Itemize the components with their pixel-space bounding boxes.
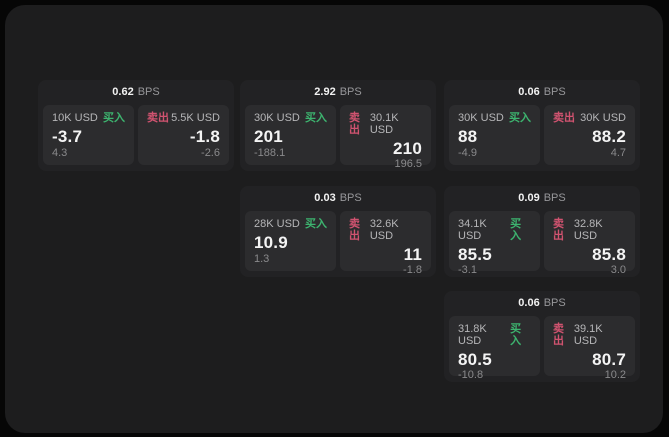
buy-notional: 30K USD: [254, 112, 300, 124]
buy-price: 10.9: [254, 233, 288, 252]
sell-side-label: 卖出: [349, 112, 360, 136]
buy-side-label: 买入: [509, 112, 531, 124]
sell-tile[interactable]: 卖出 39.1K USD 80.7 10.2: [544, 316, 635, 381]
quote-card-6: 0.06 BPS 31.8K USD 买入 80.5 -10.8 卖出 39.1…: [444, 291, 640, 382]
sell-delta: 4.7: [610, 147, 626, 159]
bps-unit-label: BPS: [339, 86, 362, 98]
bps-unit-label: BPS: [543, 86, 566, 98]
buy-delta: -4.9: [458, 147, 477, 159]
bps-value: 0.09: [518, 192, 540, 204]
buy-notional: 31.8K USD: [458, 323, 487, 347]
bps-unit-label: BPS: [543, 297, 566, 309]
bps-unit-label: BPS: [339, 192, 362, 204]
card-body: 30K USD 买入 88 -4.9 卖出 30K USD 88.2 4.7: [444, 105, 640, 165]
sell-price: 80.7: [592, 350, 626, 369]
buy-price: 201: [254, 127, 283, 146]
buy-side-label: 买入: [510, 218, 522, 242]
bps-header: 0.06 BPS: [444, 80, 640, 105]
bps-value: 2.92: [314, 86, 336, 98]
buy-side-label: 买入: [305, 112, 327, 124]
buy-tile[interactable]: 34.1K USD 买入 85.5 -3.1: [449, 211, 540, 276]
buy-price: 85.5: [458, 245, 492, 264]
buy-price: -3.7: [52, 127, 83, 146]
sell-price: 210: [393, 139, 422, 158]
sell-side-label: 卖出: [553, 323, 564, 347]
buy-price: 88: [458, 127, 478, 146]
sell-side-label: 卖出: [147, 112, 169, 124]
bps-value: 0.06: [518, 86, 540, 98]
sell-tile[interactable]: 卖出 32.6K USD 11 -1.8: [340, 211, 431, 276]
buy-tile[interactable]: 28K USD 买入 10.9 1.3: [245, 211, 336, 271]
sell-notional: 5.5K USD: [171, 112, 220, 124]
buy-notional: 30K USD: [458, 112, 504, 124]
bps-header: 0.06 BPS: [444, 291, 640, 316]
sell-price: 85.8: [592, 245, 626, 264]
buy-side-label: 买入: [103, 112, 125, 124]
bps-value: 0.06: [518, 297, 540, 309]
sell-tile[interactable]: 卖出 5.5K USD -1.8 -2.6: [138, 105, 229, 165]
card-body: 28K USD 买入 10.9 1.3 卖出 32.6K USD 11 -1.8: [240, 211, 436, 276]
sell-notional: 32.8K USD: [573, 218, 603, 242]
sell-price: 88.2: [592, 127, 626, 146]
sell-tile[interactable]: 卖出 32.8K USD 85.8 3.0: [544, 211, 635, 276]
sell-notional: 30.1K USD: [369, 112, 399, 136]
buy-side-label: 买入: [305, 218, 327, 230]
sell-delta: 10.2: [604, 369, 626, 381]
quotes-panel: 0.62 BPS 10K USD 买入 -3.7 4.3 卖出 5.5K USD: [5, 5, 663, 433]
bps-header: 2.92 BPS: [240, 80, 436, 105]
sell-side-label: 卖出: [553, 112, 575, 124]
sell-notional: 39.1K USD: [573, 323, 603, 347]
card-body: 10K USD 买入 -3.7 4.3 卖出 5.5K USD -1.8 -2.…: [38, 105, 234, 165]
bps-header: 0.62 BPS: [38, 80, 234, 105]
buy-delta: -3.1: [458, 264, 477, 276]
sell-tile[interactable]: 卖出 30K USD 88.2 4.7: [544, 105, 635, 165]
buy-delta: -10.8: [458, 369, 484, 381]
sell-delta: -1.8: [403, 264, 422, 276]
card-body: 31.8K USD 买入 80.5 -10.8 卖出 39.1K USD 80.…: [444, 316, 640, 381]
buy-delta: -188.1: [254, 147, 286, 159]
sell-tile[interactable]: 卖出 30.1K USD 210 196.5: [340, 105, 431, 170]
bps-unit-label: BPS: [137, 86, 160, 98]
sell-delta: 3.0: [610, 264, 626, 276]
bps-value: 0.03: [314, 192, 336, 204]
quote-card-3: 0.06 BPS 30K USD 买入 88 -4.9 卖出 30K USD: [444, 80, 640, 171]
quote-card-5: 0.09 BPS 34.1K USD 买入 85.5 -3.1 卖出 32.8K…: [444, 186, 640, 277]
buy-delta: 4.3: [52, 147, 68, 159]
card-body: 34.1K USD 买入 85.5 -3.1 卖出 32.8K USD 85.8…: [444, 211, 640, 276]
sell-notional: 32.6K USD: [369, 218, 399, 242]
bps-value: 0.62: [112, 86, 134, 98]
sell-delta: -2.6: [201, 147, 220, 159]
quote-card-2: 2.92 BPS 30K USD 买入 201 -188.1 卖出 30.1K …: [240, 80, 436, 171]
sell-price: 11: [403, 245, 422, 264]
buy-tile[interactable]: 30K USD 买入 88 -4.9: [449, 105, 540, 165]
buy-notional: 10K USD: [52, 112, 98, 124]
card-body: 30K USD 买入 201 -188.1 卖出 30.1K USD 210 1…: [240, 105, 436, 170]
buy-notional: 34.1K USD: [458, 218, 487, 242]
sell-notional: 30K USD: [580, 112, 626, 124]
buy-price: 80.5: [458, 350, 492, 369]
bps-header: 0.09 BPS: [444, 186, 640, 211]
buy-tile[interactable]: 10K USD 买入 -3.7 4.3: [43, 105, 134, 165]
bps-header: 0.03 BPS: [240, 186, 436, 211]
bps-unit-label: BPS: [543, 192, 566, 204]
sell-side-label: 卖出: [349, 218, 360, 242]
buy-delta: 1.3: [254, 253, 270, 265]
buy-side-label: 买入: [510, 323, 522, 347]
quote-card-4: 0.03 BPS 28K USD 买入 10.9 1.3 卖出 32.6K US…: [240, 186, 436, 277]
buy-tile[interactable]: 30K USD 买入 201 -188.1: [245, 105, 336, 165]
sell-delta: 196.5: [394, 158, 422, 170]
buy-notional: 28K USD: [254, 218, 300, 230]
sell-price: -1.8: [189, 127, 220, 146]
buy-tile[interactable]: 31.8K USD 买入 80.5 -10.8: [449, 316, 540, 381]
quote-card-1: 0.62 BPS 10K USD 买入 -3.7 4.3 卖出 5.5K USD: [38, 80, 234, 171]
sell-side-label: 卖出: [553, 218, 564, 242]
